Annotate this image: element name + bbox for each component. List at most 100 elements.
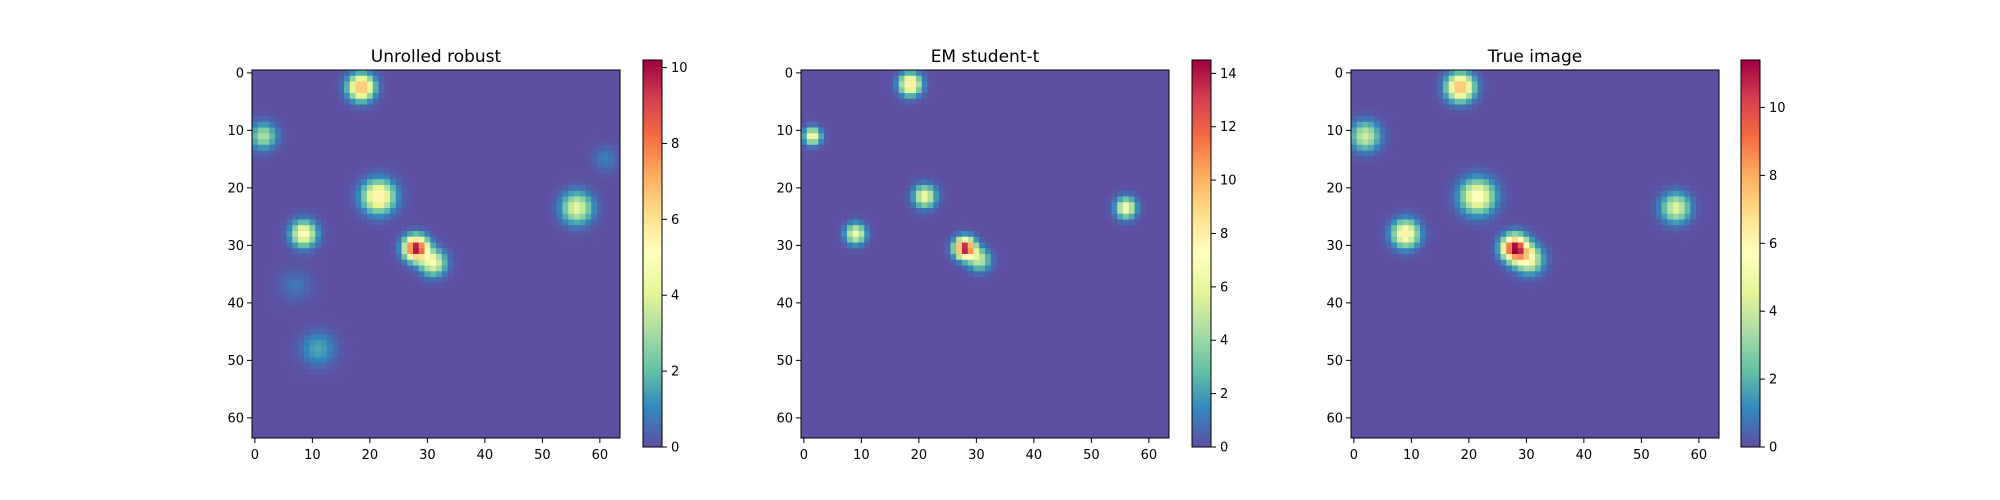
heatmap-cell <box>522 277 529 284</box>
heatmap-cell <box>384 110 391 117</box>
heatmap-cell <box>545 208 552 215</box>
heatmap-cell <box>1117 75 1124 82</box>
heatmap-cell <box>904 139 911 146</box>
heatmap-cell <box>407 288 414 295</box>
heatmap-cell <box>378 75 385 82</box>
heatmap-cell <box>487 236 494 243</box>
heatmap-cell <box>579 357 586 364</box>
heatmap-cell <box>303 294 310 301</box>
heatmap-cell <box>453 351 460 358</box>
heatmap-cell <box>332 231 339 238</box>
heatmap-cell <box>447 196 454 203</box>
heatmap-cell <box>482 397 489 404</box>
heatmap-cell <box>413 300 420 307</box>
heatmap-cell <box>395 208 402 215</box>
heatmap-cell <box>1036 75 1043 82</box>
heatmap-cell <box>516 219 523 226</box>
heatmap-cell <box>303 202 310 209</box>
heatmap-cell <box>407 259 414 266</box>
heatmap-cell <box>1146 70 1153 77</box>
heatmap-cell <box>303 121 310 128</box>
heatmap-cell <box>257 369 264 376</box>
heatmap-cell <box>551 317 558 324</box>
heatmap-cell <box>292 248 299 255</box>
heatmap-cell <box>482 415 489 422</box>
heatmap-cell <box>269 173 276 180</box>
heatmap-cell <box>1117 139 1124 146</box>
heatmap-cell <box>326 139 333 146</box>
heatmap-cell <box>315 415 322 422</box>
heatmap-cell <box>407 98 414 105</box>
heatmap-cell <box>870 139 877 146</box>
heatmap-cell <box>453 156 460 163</box>
heatmap-cell <box>384 127 391 134</box>
heatmap-cell <box>551 357 558 364</box>
heatmap-cell <box>269 150 276 157</box>
heatmap-cell <box>1013 81 1020 88</box>
heatmap-cell <box>470 369 477 376</box>
heatmap-cell <box>614 179 621 186</box>
heatmap-cell <box>602 104 609 111</box>
heatmap-cell <box>1117 104 1124 111</box>
heatmap-cell <box>510 213 517 220</box>
heatmap-cell <box>309 93 316 100</box>
heatmap-cell <box>482 173 489 180</box>
heatmap-cell <box>349 415 356 422</box>
heatmap-cell <box>939 75 946 82</box>
heatmap-cell <box>384 288 391 295</box>
heatmap-cell <box>257 294 264 301</box>
heatmap-cell <box>562 110 569 117</box>
heatmap-cell <box>585 150 592 157</box>
heatmap-cell <box>332 202 339 209</box>
heatmap-cell <box>441 231 448 238</box>
heatmap-cell <box>344 144 351 151</box>
heatmap-cell <box>326 334 333 341</box>
heatmap-cell <box>493 133 500 140</box>
heatmap-cell <box>464 294 471 301</box>
heatmap-cell <box>533 305 540 312</box>
heatmap-cell <box>568 403 575 410</box>
heatmap-cell <box>459 351 466 358</box>
heatmap-cell <box>367 231 374 238</box>
heatmap-cell <box>545 87 552 94</box>
heatmap-cell <box>286 374 293 381</box>
heatmap-cell <box>933 139 940 146</box>
heatmap-cell <box>1048 104 1055 111</box>
heatmap-cell <box>568 242 575 249</box>
heatmap-cell <box>545 93 552 100</box>
heatmap-cell <box>493 415 500 422</box>
heatmap-cell <box>372 213 379 220</box>
heatmap-cell <box>413 271 420 278</box>
colorbar-tick-label: 0 <box>671 441 679 456</box>
heatmap-cell <box>309 156 316 163</box>
heatmap-cell <box>263 386 270 393</box>
heatmap-cell <box>602 144 609 151</box>
heatmap-cell <box>441 162 448 169</box>
heatmap-cell <box>430 144 437 151</box>
heatmap-cell <box>898 133 905 140</box>
heatmap-cell <box>424 70 431 77</box>
heatmap-cell <box>1065 110 1072 117</box>
heatmap-cells <box>801 70 1170 439</box>
heatmap-cell <box>1111 87 1118 94</box>
heatmap-cell <box>263 219 270 226</box>
heatmap-cell <box>591 236 598 243</box>
heatmap-cell <box>286 179 293 186</box>
heatmap-cell <box>493 288 500 295</box>
heatmap-cell <box>257 351 264 358</box>
heatmap-cell <box>516 127 523 134</box>
heatmap-cell <box>269 403 276 410</box>
heatmap-cell <box>510 374 517 381</box>
heatmap-cell <box>453 133 460 140</box>
heatmap-cell <box>539 75 546 82</box>
heatmap-cell <box>585 351 592 358</box>
heatmap-cell <box>453 392 460 399</box>
heatmap-cell <box>436 380 443 387</box>
heatmap-cell <box>355 351 362 358</box>
heatmap-cell <box>355 213 362 220</box>
heatmap-cell <box>378 409 385 416</box>
heatmap-cell <box>367 317 374 324</box>
heatmap-cell <box>973 81 980 88</box>
heatmap-cell <box>344 127 351 134</box>
heatmap-cell <box>252 98 259 105</box>
